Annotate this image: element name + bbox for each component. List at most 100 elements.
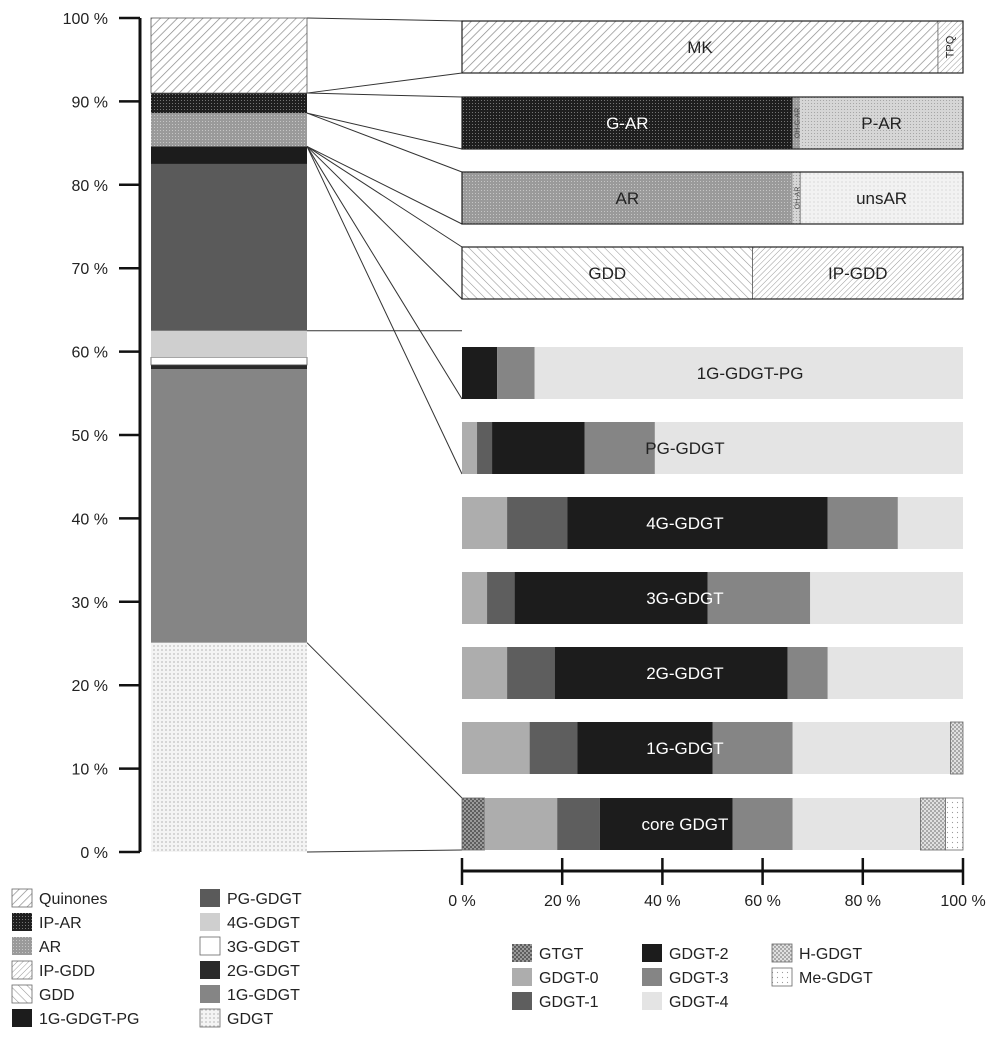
bar-segment-gdgt-0 bbox=[462, 422, 478, 474]
legend-swatch bbox=[11, 888, 33, 908]
bar-label: AR bbox=[616, 189, 640, 208]
legend-swatch bbox=[771, 967, 793, 987]
legend-swatch bbox=[12, 1009, 32, 1027]
legend-item-1g-gdgt: 1G-GDGT bbox=[200, 985, 300, 1004]
legend-swatch bbox=[512, 992, 532, 1010]
bar-row-g-ar: G-AR P-AR OH-G-AR bbox=[461, 96, 964, 150]
bar-segment-gdgt-2 bbox=[514, 572, 708, 624]
bar-segment-gdgt-2 bbox=[492, 422, 585, 474]
y-tick-label: 90 % bbox=[72, 94, 108, 111]
bar-segment-h-gdgt bbox=[920, 797, 946, 851]
bar-segment-mk bbox=[461, 20, 939, 74]
bar-segment-gdgt-0 bbox=[462, 497, 508, 549]
legend-item-gdgt-3: GDGT-3 bbox=[642, 968, 729, 987]
y-tick-label: 100 % bbox=[63, 11, 108, 28]
bar-frame bbox=[461, 246, 964, 300]
y-tick-label: 30 % bbox=[72, 595, 108, 612]
bar-segment-gdgt-1 bbox=[507, 497, 568, 549]
bar-segment-unsar bbox=[799, 171, 964, 225]
legend-label: GDD bbox=[39, 987, 75, 1004]
x-tick-label: 40 % bbox=[644, 893, 680, 910]
bar-segment-gdgt-0 bbox=[462, 647, 508, 699]
bar-frame bbox=[461, 171, 964, 225]
leader-pg-bottom bbox=[306, 146, 463, 475]
bar-segment-gdgt-4 bbox=[792, 798, 921, 850]
bar-segment-gdgt-3 bbox=[827, 497, 898, 549]
bar-row-2g-gdgt: 2G-GDGT bbox=[462, 647, 963, 699]
x-tick-label: 60 % bbox=[744, 893, 780, 910]
bar-frame bbox=[461, 20, 964, 74]
bar-segment-h-gdgt bbox=[950, 721, 964, 775]
legend-label: IP-AR bbox=[39, 915, 82, 932]
leader-gdgt-top bbox=[306, 642, 463, 799]
bar-segment-g-ar bbox=[462, 97, 793, 149]
legend-item-gdgt: GDGT bbox=[199, 1008, 273, 1028]
leader-ip-ar-top bbox=[306, 92, 463, 98]
right-legend: GTGT GDGT-0 GDGT-1 GDGT-2 GDGT-3 GDGT-4 H-GDGT… bbox=[512, 943, 873, 1011]
legend-label: AR bbox=[39, 939, 61, 956]
legend-item-4g-gdgt: 4G-GDGT bbox=[200, 913, 300, 932]
legend-item-quinones: Quinones bbox=[11, 888, 108, 908]
bar-label: core GDGT bbox=[641, 815, 728, 834]
column-segment-1g-gdgt bbox=[151, 369, 307, 643]
bar-segment-gdgt-4 bbox=[654, 422, 963, 474]
legend-swatch bbox=[200, 913, 220, 931]
x-tick-label: 0 % bbox=[448, 893, 476, 910]
y-tick-label: 70 % bbox=[72, 261, 108, 278]
bar-segment-gdgt-3 bbox=[584, 422, 655, 474]
legend-swatch bbox=[200, 961, 220, 979]
legend-swatch bbox=[200, 985, 220, 1003]
bar-row-4g-gdgt: 4G-GDGT bbox=[462, 497, 963, 549]
leader-gdgt-bottom bbox=[306, 849, 463, 853]
bar-segment-gdgt-1 bbox=[487, 572, 515, 624]
bar-row-1g-gdgt: 1G-GDGT bbox=[462, 721, 964, 775]
bar-segment-gdgt-1 bbox=[477, 422, 493, 474]
bar-segment-gdgt-3 bbox=[707, 572, 811, 624]
bar-extra-label: IP-GDD bbox=[828, 264, 888, 283]
bottom-x-axis: 0 % 20 % 40 % 60 % 80 % 100 % bbox=[448, 858, 986, 910]
bar-segment-gdgt-2 bbox=[462, 347, 498, 399]
legend-item-gdgt-2: GDGT-2 bbox=[642, 944, 729, 963]
bar-row-core-gdgt: core GDGT bbox=[461, 797, 964, 851]
legend-label: GTGT bbox=[539, 946, 584, 963]
bar-segment-gdgt-1 bbox=[507, 647, 555, 699]
legend-label: 2G-GDGT bbox=[227, 963, 300, 980]
leader-ar-top bbox=[306, 112, 463, 173]
legend-label: GDGT-0 bbox=[539, 970, 599, 987]
legend-swatch bbox=[512, 944, 532, 962]
bar-segment-gdgt-4 bbox=[827, 647, 963, 699]
bar-segment-gdgt-0 bbox=[462, 572, 488, 624]
bar-segment-p-ar bbox=[800, 97, 963, 149]
small-segment-label: OH-AR bbox=[794, 187, 801, 210]
leader-pg-top bbox=[306, 146, 463, 400]
bar-segment-gdgt-0 bbox=[462, 722, 530, 774]
legend-label: PG-GDGT bbox=[227, 891, 302, 908]
legend-item-ip-gdd: IP-GDD bbox=[11, 960, 95, 980]
bar-segment-ip-gdd bbox=[752, 246, 964, 300]
legend-item-me-gdgt: Me-GDGT bbox=[771, 967, 873, 987]
leader-ar-bottom bbox=[306, 145, 463, 225]
legend-swatch bbox=[11, 960, 33, 980]
legend-label: Quinones bbox=[39, 891, 108, 908]
legend-label: 3G-GDGT bbox=[227, 939, 300, 956]
legend-swatch bbox=[512, 968, 532, 986]
bar-extra-label: unsAR bbox=[856, 189, 907, 208]
connector-lines bbox=[306, 17, 463, 853]
leader-quinones-top bbox=[306, 17, 463, 22]
bar-frame bbox=[461, 96, 964, 150]
legend-item-pg-gdgt: PG-GDGT bbox=[200, 889, 302, 908]
bar-row-mk: MK TPQ bbox=[461, 20, 964, 74]
bar-segment-gdgt-1 bbox=[529, 722, 578, 774]
left-y-axis: 0 % 10 % 20 % 30 % 40 % 50 % 60 % 70 % 80 % 90 % 1… bbox=[63, 11, 142, 862]
y-tick-label: 60 % bbox=[72, 345, 108, 362]
legend-item-gdgt-0: GDGT-0 bbox=[512, 968, 599, 987]
legend-swatch bbox=[11, 984, 33, 1004]
bar-segment-gdgt-1 bbox=[557, 798, 600, 850]
x-tick-label: 100 % bbox=[940, 893, 985, 910]
leader-gdd-bottom bbox=[306, 146, 463, 300]
legend-label: GDGT-3 bbox=[669, 970, 729, 987]
column-segment-quinones bbox=[150, 17, 308, 94]
bar-row-ar: AR unsAR OH-AR bbox=[461, 171, 964, 225]
legend-item-2g-gdgt: 2G-GDGT bbox=[200, 961, 300, 980]
bar-segment-gdgt-4 bbox=[534, 347, 963, 399]
